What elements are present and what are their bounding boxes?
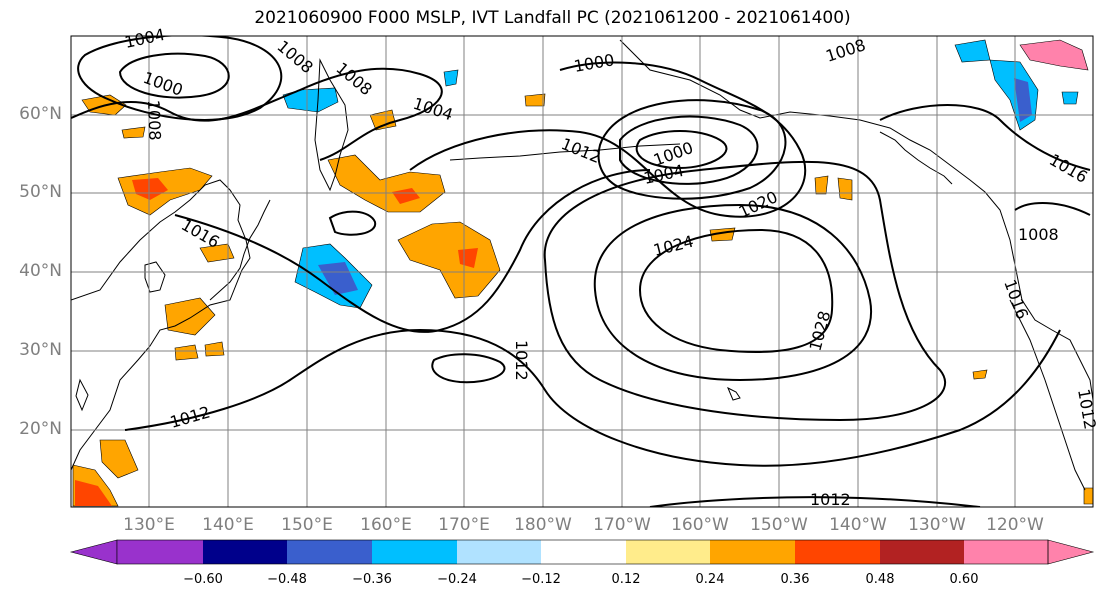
isobar-1012-loop [431, 353, 506, 384]
ivt-positive-patch [121, 126, 146, 139]
colorbar-tick-label: −0.36 [352, 572, 392, 587]
ivt-positive-patch [972, 369, 988, 380]
colorbar-swatch [117, 540, 203, 564]
isobar-1012-bottom [649, 496, 981, 507]
coastline-asia [71, 179, 251, 471]
ivt-positive-patch [174, 344, 199, 361]
colorbar-swatch [287, 540, 372, 564]
colorbar-swatch [795, 540, 880, 564]
lon-label: 170°E [438, 515, 490, 535]
ivt-positive-patch [199, 243, 235, 263]
colorbar-swatch [541, 540, 626, 564]
coastline-kamchatka [314, 58, 349, 192]
lat-label: 50°N [19, 182, 62, 202]
ivt-strong-patch [75, 480, 112, 506]
lon-label: 150°W [750, 515, 808, 535]
ivt-negative-patch [318, 262, 358, 295]
isobar-1004-aleutian [619, 115, 759, 185]
map-title: 2021060900 F000 MSLP, IVT Landfall PC (2… [254, 8, 851, 28]
colorbar-swatch [372, 540, 457, 564]
coastline-mexico [1009, 299, 1086, 491]
coastline-alaska [619, 39, 1093, 401]
isobar-1024 [593, 203, 873, 382]
isobar-label: 1008 [144, 99, 164, 140]
ivt-strong-patch [392, 188, 420, 204]
lon-label: 130°W [908, 515, 966, 535]
coastline-japan [209, 199, 271, 301]
lat-label: 20°N [19, 419, 62, 439]
lon-label: 140°W [829, 515, 887, 535]
ivt-positive-patch [164, 297, 216, 336]
coastline-philippines [75, 378, 89, 412]
lat-label: 30°N [19, 340, 62, 360]
ivt-strong-patch [132, 178, 168, 200]
lon-label: 160°E [360, 515, 412, 535]
colorbar-swatch [710, 540, 795, 564]
lat-label: 60°N [19, 104, 62, 124]
ivt-positive-patch [99, 439, 139, 479]
map-frame [70, 35, 1094, 508]
coastlines [71, 39, 1093, 491]
ivt-negative-patch [1061, 91, 1079, 105]
ivt-positive-patch [204, 341, 225, 357]
coastline-hawaii [727, 386, 741, 401]
colorbar-lower-extend [69, 539, 118, 565]
isobar-label: 1012 [810, 490, 851, 509]
colorbar-tick-label: −0.24 [437, 572, 477, 587]
isobar-1008-loop [328, 210, 377, 236]
coastline-bc-islands [879, 131, 953, 185]
lon-label: 180°W [514, 515, 572, 535]
colorbar-upper-extend [1047, 539, 1095, 565]
isobars [71, 36, 1091, 507]
isobar-1028 [638, 228, 834, 353]
ivt-positive-patch [397, 221, 501, 299]
ivt-positive-patch [1019, 39, 1089, 71]
ivt-positive-patch [814, 175, 829, 195]
colorbar-swatch [203, 540, 287, 564]
isobar-1000-west [118, 52, 230, 99]
colorbar-tick-label: −0.12 [521, 572, 561, 587]
colorbar-tick-label: 0.12 [611, 572, 641, 587]
ivt-positive-patch [524, 93, 546, 107]
isobar-label: 1008 [1018, 225, 1059, 244]
ivt-strong-patch [458, 248, 478, 268]
colorbar-tick-label: −0.48 [267, 572, 307, 587]
isobar-1020 [543, 160, 947, 422]
lon-label: 140°E [202, 515, 254, 535]
coastline-aleutians [449, 143, 681, 161]
lon-label: 170°W [593, 515, 651, 535]
lon-label: 130°E [123, 515, 175, 535]
isobar-1012-south [124, 328, 1061, 467]
isobar-1008-aleutian [597, 99, 787, 200]
colorbar-tick-label: −0.60 [183, 572, 223, 587]
coastline-korea [144, 261, 166, 293]
ivt-positive-patch [837, 177, 853, 201]
isobar-1008-west [71, 67, 443, 161]
colorbar-tick-label: 0.48 [865, 572, 895, 587]
isobar-1016-east [879, 104, 1091, 171]
colorbar-tick-label: 0.24 [695, 572, 725, 587]
colorbar-swatch [457, 540, 541, 564]
ivt-positive-patch [1083, 487, 1093, 505]
lon-label: 160°W [671, 515, 729, 535]
lon-label: 150°E [281, 515, 333, 535]
colorbar-frame [116, 539, 1049, 565]
colorbar-swatch [626, 540, 710, 564]
colorbar [69, 539, 1095, 565]
colorbar-swatch [880, 540, 964, 564]
colorbar-tick-label: 0.36 [780, 572, 810, 587]
lat-label: 40°N [19, 261, 62, 281]
isobar-1000-aleutian [635, 130, 728, 170]
colorbar-tick-label: 0.60 [949, 572, 979, 587]
isobar-label: 1012 [512, 340, 531, 381]
ivt-negative-patch [443, 69, 459, 87]
ivt-shading [72, 39, 1093, 507]
colorbar-swatch [964, 540, 1048, 564]
isobar-1008-east [1014, 202, 1091, 216]
lon-label: 120°W [986, 515, 1044, 535]
ivt-negative-patch [1014, 78, 1032, 122]
